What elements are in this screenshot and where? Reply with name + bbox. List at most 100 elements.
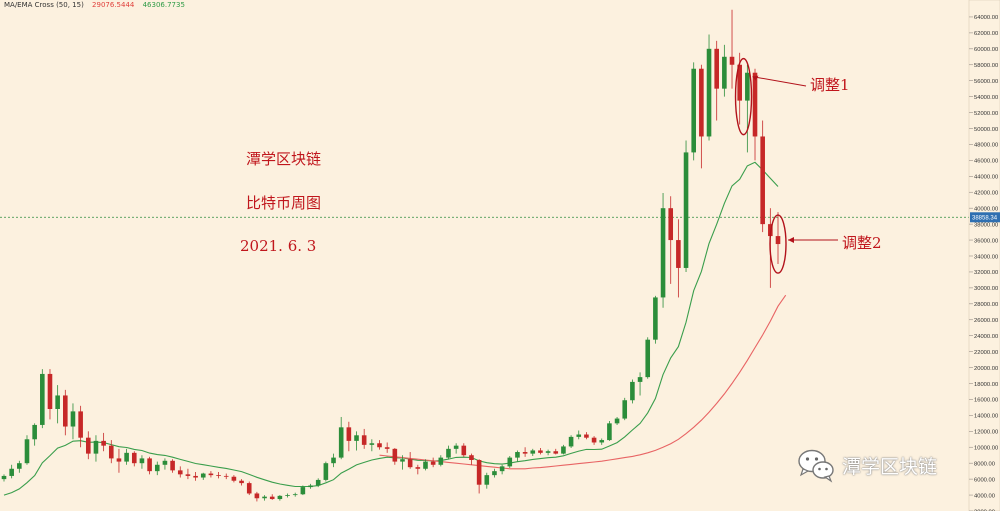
candle-body — [277, 495, 283, 500]
candle-body — [568, 436, 574, 447]
candle — [400, 455, 405, 470]
tick-label: 64000.00 — [974, 15, 998, 21]
candle-body — [630, 381, 635, 401]
candle-body — [1, 475, 7, 480]
arrow-adjust-1 — [752, 76, 807, 87]
indicator-legend[interactable]: MA/EMA Cross (50, 15) 29076.5444 46306.7… — [4, 1, 185, 9]
candle — [315, 478, 321, 488]
tick-label: 4000.00 — [974, 493, 995, 499]
candle-body — [308, 485, 313, 488]
candle — [576, 430, 582, 440]
candle — [185, 468, 191, 480]
circle-adjust-1 — [734, 57, 753, 136]
candle — [384, 442, 390, 453]
candle-body — [24, 439, 30, 464]
candle-body — [522, 452, 528, 454]
candle-body — [676, 240, 681, 268]
tick-label: 12000.00 — [974, 430, 998, 436]
candle-body — [476, 460, 482, 485]
candle-body — [607, 423, 612, 441]
candle — [522, 447, 528, 457]
candle-body — [576, 434, 582, 437]
candle-body — [315, 479, 321, 486]
candle-body — [745, 72, 750, 101]
candle-body — [729, 56, 735, 65]
candle-body — [361, 435, 367, 445]
candle — [208, 471, 214, 478]
candle — [269, 494, 275, 500]
candle-body — [507, 457, 513, 467]
axis-panel — [968, 0, 1000, 511]
candle — [254, 491, 260, 502]
candle-body — [369, 443, 375, 445]
tick-label: 58000.00 — [974, 63, 998, 69]
candle — [614, 416, 620, 425]
candle — [607, 420, 612, 441]
candle — [430, 457, 436, 468]
candle-body — [415, 467, 421, 469]
candle-body — [484, 475, 490, 485]
candle-body — [292, 494, 298, 496]
note-adjust-1: 调整1 — [810, 76, 850, 94]
candle-body — [453, 445, 459, 449]
candle — [55, 385, 60, 424]
candle-body — [377, 443, 382, 448]
candle-body — [216, 475, 221, 476]
candle — [308, 483, 313, 489]
candle — [507, 456, 513, 468]
candle-body — [254, 493, 260, 499]
tick-label: 54000.00 — [974, 95, 998, 101]
candle — [193, 471, 198, 481]
candle-body — [239, 480, 244, 484]
candle-body — [139, 458, 145, 464]
tick-label: 20000.00 — [974, 366, 998, 372]
candle — [147, 456, 152, 475]
tick-label: 34000.00 — [974, 254, 998, 260]
candle-body — [591, 437, 597, 443]
watermark: 潭学区块链 — [796, 447, 937, 483]
tick-label: 44000.00 — [974, 175, 998, 181]
candle — [200, 472, 206, 480]
ma-line-ma-50 — [379, 294, 787, 470]
candle — [676, 219, 681, 298]
note-title: 潭学区块链 — [246, 150, 322, 168]
candle-body — [691, 68, 697, 153]
candle-body — [162, 460, 168, 465]
candle-body — [300, 487, 306, 495]
candle-body — [338, 427, 344, 458]
candle-body — [614, 418, 620, 424]
candle — [752, 68, 758, 161]
candle-body — [85, 437, 91, 454]
candle — [484, 472, 490, 489]
candle — [63, 389, 68, 436]
candle-body — [154, 464, 160, 472]
candle-body — [193, 475, 198, 478]
candle — [9, 464, 14, 479]
candle — [446, 445, 451, 460]
tick-label: 52000.00 — [974, 111, 998, 117]
tick-label: 56000.00 — [974, 79, 998, 85]
tick-label: 26000.00 — [974, 318, 998, 324]
tick-label: 14000.00 — [974, 414, 998, 420]
candle — [668, 196, 674, 284]
ma-line-ema-15 — [3, 161, 779, 496]
tick-label: 36000.00 — [974, 238, 998, 244]
candle-body — [499, 466, 505, 472]
candle-body — [438, 457, 444, 465]
candle — [17, 460, 22, 473]
candle-body — [492, 471, 497, 476]
candle — [568, 435, 574, 449]
candles — [1, 9, 781, 502]
candle — [561, 444, 566, 455]
indicator-label: MA/EMA Cross (50, 15) — [4, 1, 84, 9]
candle-body — [752, 72, 758, 137]
candle — [361, 428, 367, 449]
candle — [630, 379, 635, 404]
tick-label: 18000.00 — [974, 382, 998, 388]
candle — [461, 443, 467, 457]
candle-body — [530, 450, 536, 454]
candle — [553, 448, 559, 455]
note-subtitle: 比特币周图 — [246, 194, 322, 212]
